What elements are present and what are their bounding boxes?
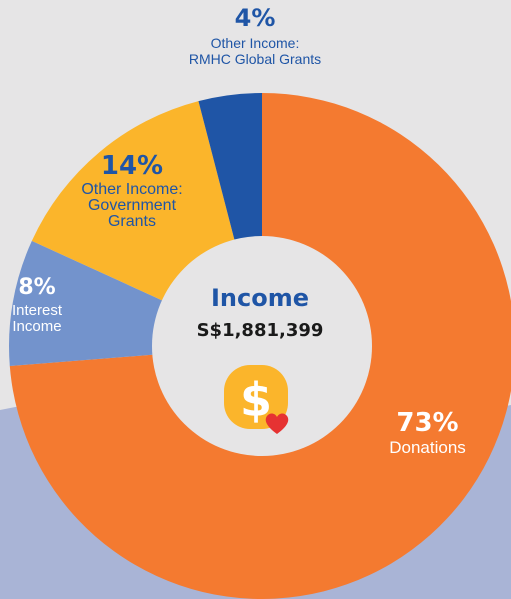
label-interest-income: 8% Interest Income bbox=[2, 276, 72, 335]
label-government-grants: 14% Other Income: Government Grants bbox=[52, 151, 212, 231]
percent-rmhc-global-grants: 4% bbox=[234, 4, 276, 32]
caption-interest-income: Interest Income bbox=[11, 302, 63, 335]
center-title: Income bbox=[210, 284, 309, 312]
percent-interest-income: 8% bbox=[18, 275, 56, 300]
label-rmhc-global-grants: 4% Other Income: RMHC Global Grants bbox=[130, 4, 380, 68]
caption-rmhc-global-grants: Other Income: RMHC Global Grants bbox=[188, 35, 322, 68]
center-total-value: S$1,881,399 bbox=[196, 320, 324, 341]
slice-donations bbox=[9, 93, 511, 599]
caption-government-grants: Other Income: Government Grants bbox=[81, 181, 183, 231]
money-heart-icon: $ bbox=[224, 365, 289, 434]
caption-donations: Donations bbox=[389, 438, 466, 458]
percent-donations: 73% bbox=[396, 408, 459, 438]
label-donations: 73% Donations bbox=[360, 408, 495, 458]
percent-government-grants: 14% bbox=[100, 151, 164, 181]
donut-hole bbox=[152, 236, 372, 456]
